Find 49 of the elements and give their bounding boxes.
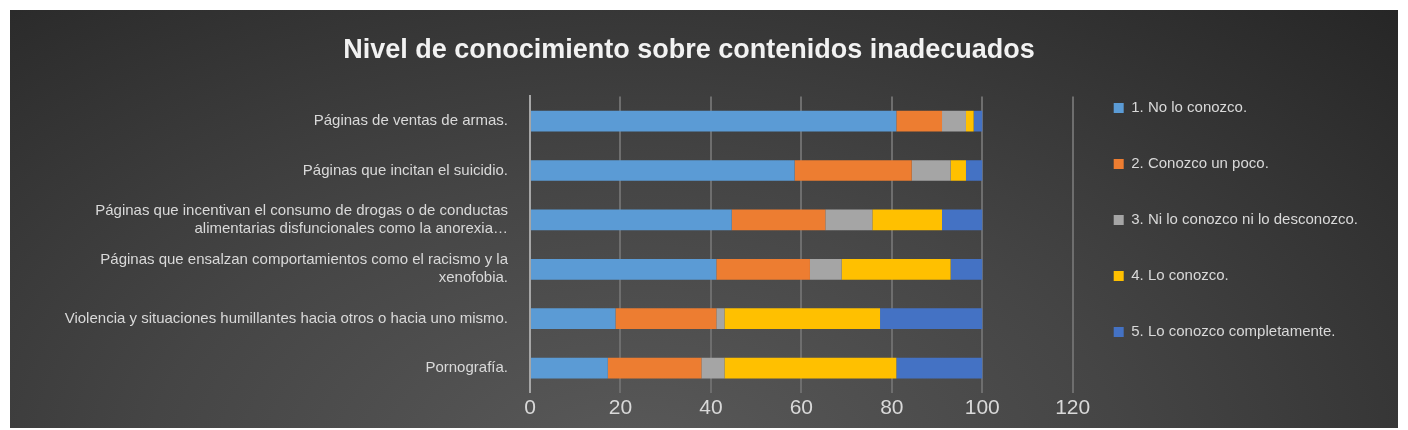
bar <box>701 357 725 379</box>
y-tick-label: Páginas de ventas de armas. <box>313 111 508 129</box>
bar <box>724 357 897 379</box>
bar <box>950 160 966 181</box>
x-tick-label: 60 <box>789 395 814 419</box>
bar <box>841 258 951 280</box>
x-tick-label: 100 <box>964 395 1000 419</box>
x-tick-label: 80 <box>880 395 904 419</box>
bar <box>942 110 966 132</box>
y-tick-label: Páginas que ensalzan comportamientos como el racismo y la xenofobia. <box>100 250 509 286</box>
bar <box>965 110 974 132</box>
bar <box>942 209 983 231</box>
bar <box>716 308 725 330</box>
legend-label: 2. Conozco un poco. <box>1131 154 1269 172</box>
x-tick-label: 40 <box>699 395 723 419</box>
bar <box>965 160 983 181</box>
bar <box>911 160 951 181</box>
y-tick-label: Páginas que incentivan el consumo de drogas o de conductas alimentarias disfuncionales como la anorexia… <box>95 201 508 237</box>
bar <box>531 308 616 330</box>
y-tick-label: Pornografía. <box>425 358 508 376</box>
x-tick-label: 20 <box>608 395 633 419</box>
bar <box>531 357 608 379</box>
legend-label: 5. Lo conozco completamente. <box>1131 322 1336 340</box>
bar <box>794 160 912 181</box>
legend-label: 3. Ni lo conozco ni lo desconozco. <box>1131 210 1358 228</box>
bar <box>716 258 810 280</box>
legend-label: 4. Lo conozco. <box>1131 266 1229 284</box>
bar <box>531 160 795 181</box>
x-tick-label: 0 <box>524 395 536 419</box>
bar <box>531 258 717 280</box>
bar <box>880 308 983 330</box>
bar <box>607 357 702 379</box>
bar <box>950 258 983 280</box>
chart-title: Nivel de conocimiento sobre contenidos inadecuados <box>343 33 1035 64</box>
bar <box>531 110 897 132</box>
bar <box>973 110 983 132</box>
legend-label: 1. No lo conozco. <box>1131 98 1248 116</box>
y-tick-label: Violencia y situaciones humillantes hacia otros o hacia uno mismo. <box>64 308 508 326</box>
bar <box>825 209 873 231</box>
bar <box>724 308 881 330</box>
bar <box>896 357 983 379</box>
bar <box>531 209 732 231</box>
bar <box>809 258 842 280</box>
bar <box>615 308 717 330</box>
y-tick-label: Páginas que incitan el suicidio. <box>302 160 508 178</box>
bar <box>872 209 942 231</box>
bar <box>731 209 826 231</box>
x-tick-label: 120 <box>1055 395 1091 419</box>
bar <box>896 110 942 132</box>
